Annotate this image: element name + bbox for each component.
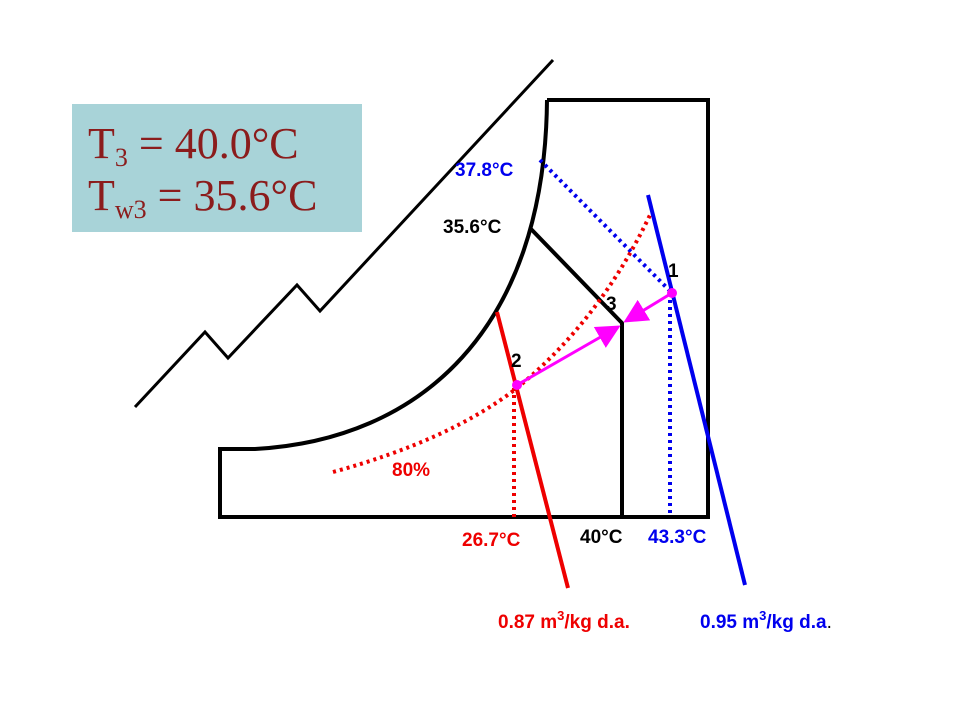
symbol: T [88, 171, 115, 220]
wet-bulb-line-1 [538, 158, 674, 295]
unit: /kg d.a [766, 612, 827, 633]
label: 26.7°C [462, 530, 521, 551]
label: 2 [511, 351, 522, 372]
label: 43.3°C [648, 527, 707, 548]
volume-label-2: 0.87 m3/kg d.a. [498, 608, 630, 633]
info-line-2: Tw3 = 35.6°C [88, 171, 317, 224]
state-point-1 [667, 288, 677, 298]
text: 0.95 m [700, 612, 759, 633]
chart-outline [218, 98, 710, 519]
superscript: 3 [759, 608, 766, 623]
symbol: T [88, 119, 115, 168]
state-point-2 [512, 380, 522, 390]
label: 40°C [580, 527, 623, 548]
label: 37.8°C [455, 160, 514, 181]
volume-line-1 [646, 194, 747, 586]
wet-bulb-line-3 [528, 226, 624, 517]
label: 80% [392, 460, 430, 481]
volume-label-1: 0.95 m3/kg d.a. [700, 608, 832, 633]
text: 0.87 m [498, 612, 557, 633]
label: 3 [606, 294, 617, 315]
enthalpy-line [133, 58, 555, 409]
process-arrow-2 [516, 325, 621, 387]
period: . [827, 612, 832, 633]
unit: /kg d.a. [564, 612, 629, 633]
value: = 35.6°C [147, 171, 318, 220]
label: 1 [668, 261, 679, 282]
value: = 40.0°C [128, 119, 299, 168]
humidity-curve [332, 214, 652, 474]
info-box [72, 104, 362, 232]
label: 35.6°C [443, 217, 502, 238]
volume-line-2 [495, 311, 570, 589]
subscript: 3 [115, 143, 128, 172]
info-line-1: T3 = 40.0°C [88, 119, 299, 172]
process-arrow-1 [623, 291, 673, 323]
subscript: w3 [115, 195, 147, 224]
superscript: 3 [557, 608, 564, 623]
